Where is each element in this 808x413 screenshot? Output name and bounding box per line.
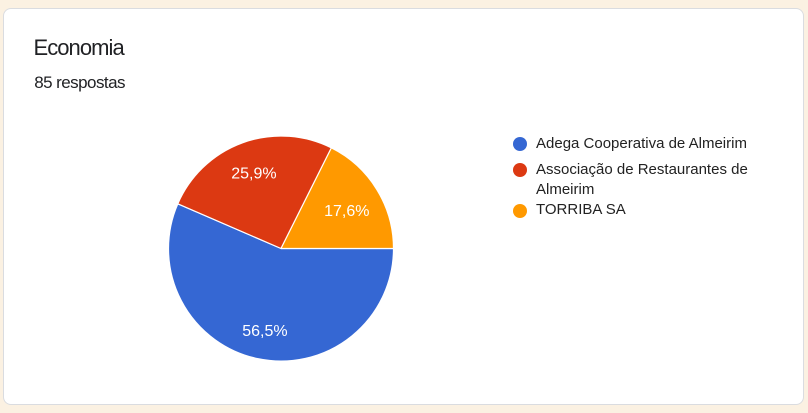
svg-text:56,5%: 56,5% (242, 323, 287, 340)
svg-text:25,9%: 25,9% (231, 165, 276, 182)
svg-text:17,6%: 17,6% (324, 203, 369, 220)
